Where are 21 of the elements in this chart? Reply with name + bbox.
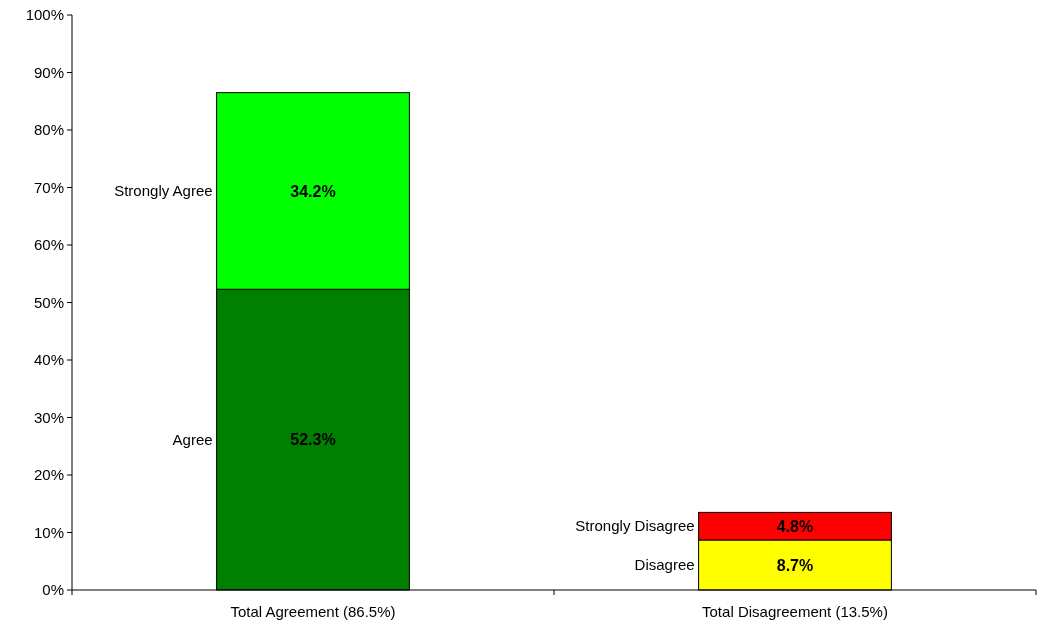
y-tick-label: 60% — [33, 236, 64, 254]
series-label: Strongly Disagree — [575, 517, 695, 535]
y-tick-label: 30% — [33, 408, 64, 426]
y-tick-label: 100% — [25, 6, 64, 24]
y-tick-label: 80% — [33, 121, 64, 139]
data-label: 52.3% — [290, 431, 336, 449]
x-tick-label: Total Disagreement (13.5%) — [702, 603, 888, 620]
y-tick-label: 70% — [33, 178, 64, 196]
data-label: 34.2% — [290, 182, 336, 200]
y-tick-label: 40% — [33, 351, 64, 369]
y-tick-label: 50% — [33, 293, 64, 311]
series-label: Agree — [172, 430, 213, 448]
series-label: Disagree — [634, 556, 695, 574]
y-tick-label: 90% — [33, 63, 64, 81]
y-tick-label: 20% — [33, 466, 64, 484]
y-tick-label: 10% — [33, 523, 64, 541]
x-tick-label: Total Agreement (86.5%) — [230, 603, 396, 620]
data-label: 4.8% — [776, 517, 814, 535]
series-label: Strongly Agree — [114, 182, 213, 200]
data-label: 8.7% — [776, 556, 814, 574]
y-tick-label: 0% — [42, 581, 64, 599]
